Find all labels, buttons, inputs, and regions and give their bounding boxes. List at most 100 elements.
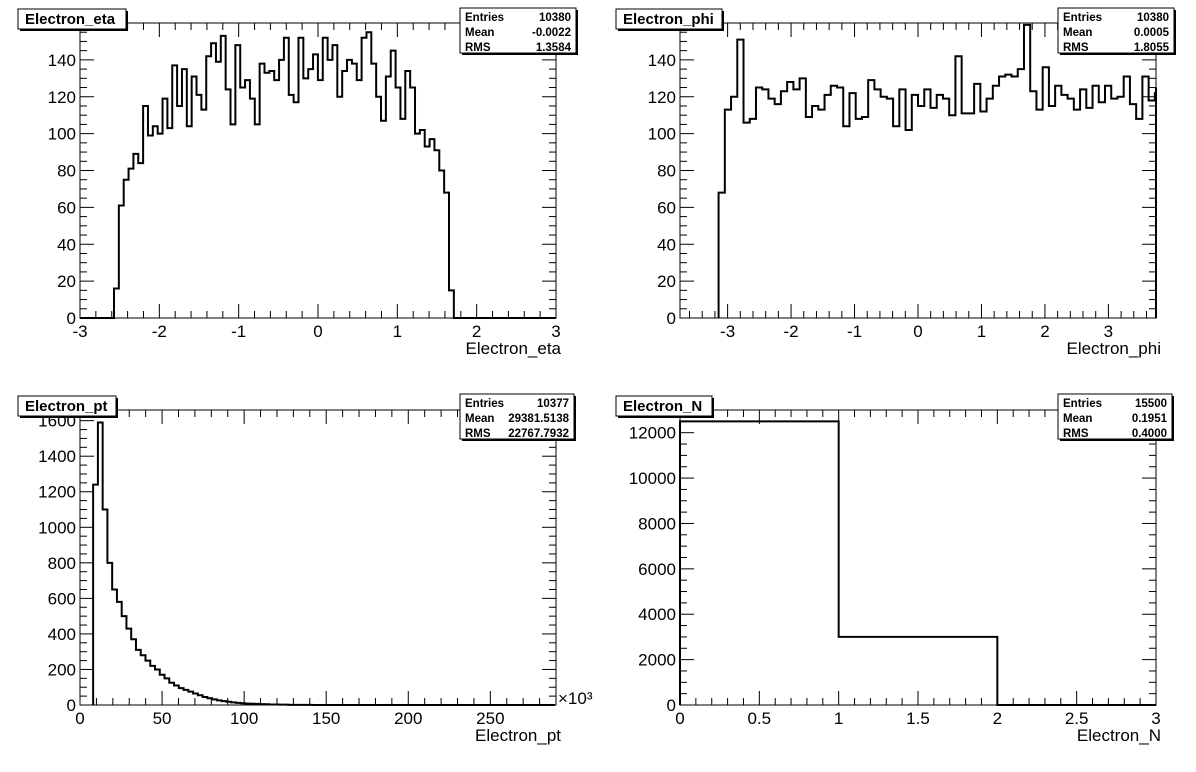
x-tick-label: 1	[977, 322, 986, 341]
x-tick-label: 2	[472, 322, 481, 341]
chart-title: Electron_eta	[25, 11, 116, 28]
stats-box	[1057, 7, 1175, 54]
x-tick-label: 3	[1151, 709, 1160, 728]
y-tick-label: 1200	[38, 483, 76, 502]
stats-key: Mean	[1063, 413, 1092, 425]
y-tick-label: 120	[48, 88, 76, 107]
histogram-line	[80, 31, 556, 319]
stats-box	[459, 7, 577, 54]
y-tick-label: 60	[657, 198, 676, 217]
x-axis-title: Electron_pt	[475, 726, 561, 745]
y-tick-label: 20	[57, 272, 76, 291]
plot-frame	[679, 22, 1157, 319]
x-axis-multiplier: ×10³	[558, 689, 593, 708]
stats-value: 0.4000	[1132, 428, 1167, 440]
stats-key: Mean	[1063, 27, 1092, 39]
stats-value: 1.8055	[1134, 42, 1170, 54]
stats-key: Entries	[465, 12, 504, 24]
y-tick-label: 10000	[629, 469, 676, 488]
y-tick-label: 1400	[38, 447, 76, 466]
y-tick-label: 6000	[638, 560, 676, 579]
title-box	[615, 395, 713, 417]
stats-value: 1.3584	[536, 42, 572, 54]
x-tick-label: -3	[72, 322, 87, 341]
x-tick-label: 200	[394, 709, 422, 728]
x-tick-label: 3	[551, 322, 560, 341]
stats-key: RMS	[1063, 428, 1089, 440]
y-tick-label: 100	[48, 125, 76, 144]
stats-value: 10380	[1137, 12, 1169, 24]
title-box	[17, 8, 127, 30]
stats-value: 10377	[537, 398, 569, 410]
chart-title: Electron_N	[623, 398, 702, 415]
stats-key: Entries	[1063, 12, 1102, 24]
x-tick-label: -3	[720, 322, 735, 341]
y-tick-label: 100	[648, 125, 676, 144]
y-tick-label: 4000	[638, 605, 676, 624]
x-tick-label: 1	[393, 322, 402, 341]
x-axis-title: Electron_eta	[466, 339, 562, 358]
x-tick-label: 0	[913, 322, 922, 341]
plot-frame	[79, 409, 557, 706]
histogram-panel-2: 020406080100120140160-3-2-10123Electron_…	[615, 7, 1176, 358]
y-tick-label: 80	[657, 162, 676, 181]
y-tick-label: 60	[57, 198, 76, 217]
x-tick-label: 3	[1104, 322, 1113, 341]
x-tick-label: 100	[230, 709, 258, 728]
histogram-panel-4: 0 2000 4000 6000 8000 10000 12000 0 0.5 1 1.5 2 2.5 3…	[615, 393, 1174, 745]
y-tick-label: 12000	[629, 424, 676, 443]
histogram-line	[679, 420, 1156, 706]
x-tick-label: 0	[675, 709, 684, 728]
chart-title: Electron_pt	[25, 398, 108, 415]
y-tick-label: 0	[67, 309, 76, 328]
y-tick-label: 0	[667, 696, 676, 715]
y-tick-label: 80	[57, 162, 76, 181]
stats-key: RMS	[465, 428, 491, 440]
y-tick-label: 0	[67, 696, 76, 715]
x-tick-label: 1	[834, 709, 843, 728]
x-tick-label: -2	[784, 322, 799, 341]
stats-key: Mean	[465, 413, 494, 425]
histogram-line	[92, 421, 555, 706]
title-box	[615, 8, 723, 30]
stats-value: 0.0005	[1134, 27, 1170, 39]
x-tick-label: 150	[312, 709, 340, 728]
stats-value: 10380	[539, 12, 571, 24]
y-tick-label: 800	[48, 554, 76, 573]
chart-title: Electron_phi	[623, 11, 714, 28]
x-tick-label: 0.5	[748, 709, 772, 728]
stats-key: RMS	[1063, 42, 1089, 54]
y-tick-label: 140	[648, 51, 676, 70]
x-axis-title: Electron_N	[1077, 726, 1161, 745]
x-tick-label: 50	[153, 709, 172, 728]
stats-key: Entries	[1063, 398, 1102, 410]
y-tick-label: 400	[48, 625, 76, 644]
y-tick-label: 200	[48, 660, 76, 679]
x-tick-label: 250	[476, 709, 504, 728]
y-tick-label: 2000	[638, 651, 676, 670]
y-tick-label: 600	[48, 589, 76, 608]
stats-box	[459, 393, 575, 440]
stats-value: 22767.7932	[508, 428, 569, 440]
x-tick-label: 2	[1040, 322, 1049, 341]
stats-key: RMS	[465, 42, 491, 54]
x-axis-title: Electron_phi	[1066, 339, 1161, 358]
x-tick-label: -1	[847, 322, 862, 341]
stats-value: 29381.5138	[508, 413, 569, 425]
histogram-line	[717, 23, 1157, 318]
x-tick-label: -2	[152, 322, 167, 341]
x-tick-label: 2	[993, 709, 1002, 728]
stats-value: 15500	[1135, 398, 1167, 410]
plot-frame	[679, 409, 1157, 706]
stats-value: 0.1951	[1132, 413, 1168, 425]
x-tick-label: 0	[75, 709, 84, 728]
stats-key: Mean	[465, 27, 494, 39]
y-tick-label: 120	[648, 88, 676, 107]
histogram-panel-1: 020406080100120140160-3-2-10123Electron_…	[17, 7, 578, 358]
y-tick-label: 40	[57, 235, 76, 254]
y-tick-label: 140	[48, 51, 76, 70]
y-tick-label: 8000	[638, 514, 676, 533]
x-tick-label: 2.5	[1065, 709, 1089, 728]
